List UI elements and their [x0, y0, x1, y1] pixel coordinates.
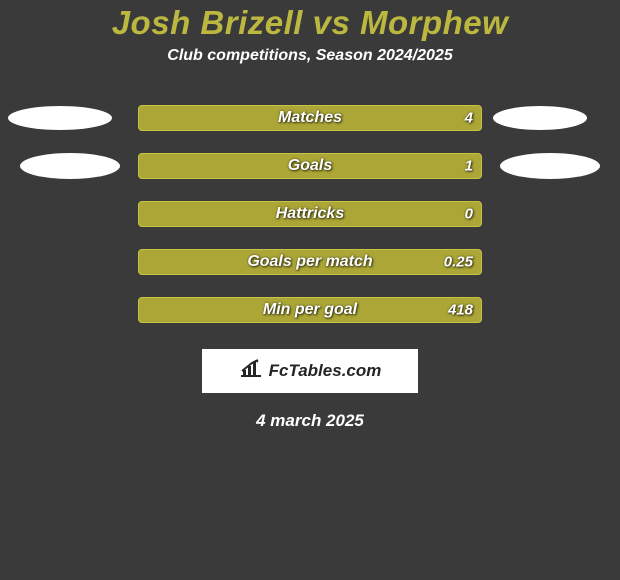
stat-row: Matches 4 — [0, 105, 620, 131]
source-label: FcTables.com — [269, 361, 382, 381]
stat-bar: Hattricks 0 — [138, 201, 482, 227]
player-marker-right — [500, 153, 600, 179]
stat-value: 0 — [465, 205, 473, 222]
stat-bar: Goals per match 0.25 — [138, 249, 482, 275]
date-label: 4 march 2025 — [0, 411, 620, 431]
stat-value: 4 — [465, 109, 473, 126]
stat-bar: Goals 1 — [138, 153, 482, 179]
player-marker-left — [20, 153, 120, 179]
subtitle: Club competitions, Season 2024/2025 — [0, 47, 620, 65]
stat-row: Goals 1 — [0, 153, 620, 179]
stat-value: 1 — [465, 157, 473, 174]
stat-label: Matches — [278, 109, 342, 127]
stat-row: Goals per match 0.25 — [0, 249, 620, 275]
source-attribution: FcTables.com — [202, 349, 418, 393]
player-marker-right — [493, 106, 587, 130]
stat-label: Min per goal — [263, 301, 357, 319]
stat-row: Hattricks 0 — [0, 201, 620, 227]
stat-value: 0.25 — [444, 253, 473, 270]
stat-bar: Min per goal 418 — [138, 297, 482, 323]
comparison-infographic: Josh Brizell vs Morphew Club competition… — [0, 0, 620, 580]
stat-rows: Matches 4 Goals 1 Hattricks 0 Goals per match 0… — [0, 105, 620, 323]
stat-row: Min per goal 418 — [0, 297, 620, 323]
player-marker-left — [8, 106, 112, 130]
stat-label: Goals per match — [247, 253, 372, 271]
barchart-icon — [239, 358, 263, 383]
stat-value: 418 — [448, 301, 473, 318]
stat-bar: Matches 4 — [138, 105, 482, 131]
page-title: Josh Brizell vs Morphew — [0, 0, 620, 41]
stat-label: Goals — [288, 157, 332, 175]
stat-label: Hattricks — [276, 205, 344, 223]
